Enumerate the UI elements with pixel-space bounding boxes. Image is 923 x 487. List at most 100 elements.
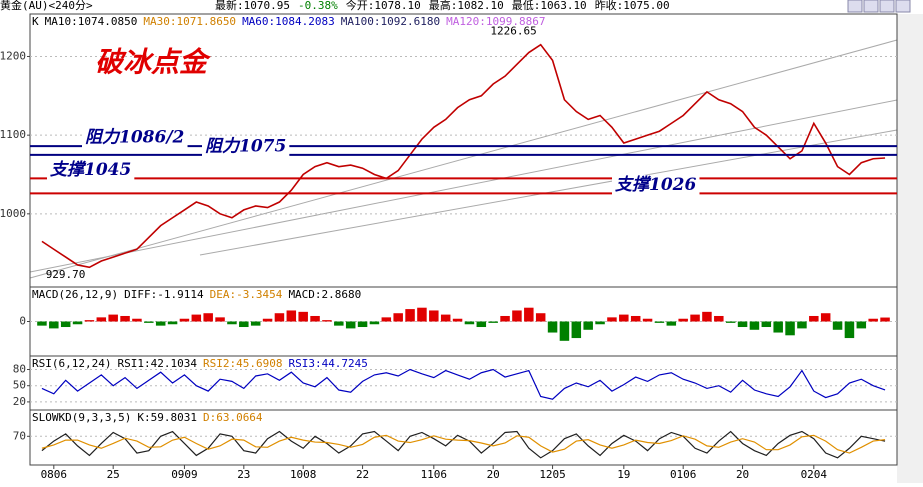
histogram-bar [809,315,819,322]
x-tick-label: 0909 [171,468,198,481]
histogram-bar [286,310,297,322]
legend-entry: DEA:-3.3454 [210,288,283,301]
histogram-bar [678,318,688,322]
histogram-bar [785,321,795,336]
histogram-bar [262,318,273,322]
histogram-bar [440,314,451,322]
histogram-bar [880,317,890,322]
legend-entry: MA10:1074.0850 [45,15,138,28]
histogram-bar [832,321,843,330]
histogram-bar [690,314,700,322]
level-label: 支撑1045 [50,160,131,180]
histogram-bar [500,315,510,322]
trend-line [29,99,898,273]
histogram-bar [334,321,344,326]
label-bg [47,159,135,180]
histogram-bar [725,321,736,323]
window-buttons [847,0,911,13]
series-line [41,43,886,269]
quote-item: 最新:1070.95 [215,0,290,12]
price-annotation: 1226.65 [490,25,536,38]
histogram-bar [393,313,403,322]
histogram-bar [417,307,427,322]
y-tick-label: 50 [13,379,26,392]
price-annotation: 929.70 [46,268,86,281]
x-tick-label: 0806 [41,468,68,481]
level-label: 阻力1086/2 [85,128,185,148]
histogram-bar [583,321,593,330]
quote-item: 今开:1078.10 [346,0,421,12]
series-line [41,368,886,400]
histogram-bar [179,318,190,322]
label-bg [202,136,290,157]
y-tick-label: 1000 [0,207,26,220]
button[interactable] [847,0,863,13]
label-bg [82,127,188,148]
histogram-bar [619,314,629,322]
y-tick-label: 0 [19,315,26,328]
histogram-bar [132,318,142,322]
legend-entry: K:59.8031 [137,411,197,424]
y-tick-label: 20 [13,395,26,408]
button[interactable] [879,0,895,13]
x-tick-label: 0204 [801,468,828,481]
y-tick-label: 1200 [0,49,26,62]
histogram-bar [215,317,225,322]
histogram-bar [96,317,107,322]
histogram-bar [405,309,415,322]
histogram-bar [345,321,356,329]
histogram-bar [203,313,213,322]
y-tick-label: 1100 [0,128,26,141]
histogram-bar [630,315,641,322]
histogram-bar [749,321,760,330]
level-label: 阻力1075 [205,136,286,156]
level-label: 支撑1026 [615,175,696,195]
histogram-bar [250,321,261,326]
histogram-bar [84,320,95,322]
histogram-bar [357,321,368,328]
histogram-bar [666,321,677,326]
trend-line [29,39,898,279]
legend-entry: SLOWKD(9,3,3,5) [32,411,131,424]
x-tick-label: 0106 [670,468,697,481]
button[interactable] [863,0,879,13]
histogram-bar [429,310,439,322]
x-tick-label: 23 [237,468,250,481]
histogram-bar [298,311,308,322]
button[interactable] [895,0,911,13]
histogram-bar [322,320,332,322]
histogram-bar [120,315,130,322]
histogram-bar [714,315,724,322]
histogram-bar [547,321,558,333]
x-tick-label: 19 [617,468,630,481]
series-line [41,434,886,454]
side-strip [897,14,923,483]
histogram-bar [524,307,534,322]
histogram-bar [488,321,498,323]
histogram-bar [737,321,748,328]
x-tick-label: 1106 [421,468,448,481]
histogram-bar [559,321,570,341]
histogram-bar [535,313,546,322]
x-tick-label: 20 [736,468,749,481]
histogram-bar [820,313,831,322]
legend-entry: MA120:1099.8867 [446,15,545,28]
panel-frame [29,409,898,466]
histogram-bar [167,321,178,325]
histogram-bar [144,321,154,323]
x-tick-label: 20 [487,468,500,481]
histogram-bar [512,310,522,322]
histogram-bar [310,315,320,322]
histogram-bar [37,321,47,326]
histogram-bar [856,321,867,329]
series-line [41,430,886,459]
histogram-bar [239,321,249,328]
y-tick-label: 70 [13,429,26,442]
x-tick-label: 22 [356,468,369,481]
histogram-bar [844,321,855,339]
legend-entry: MA100:1092.6180 [341,15,440,28]
x-tick-label: 1205 [539,468,566,481]
legend-entry: RSI1:42.1034 [117,357,197,370]
